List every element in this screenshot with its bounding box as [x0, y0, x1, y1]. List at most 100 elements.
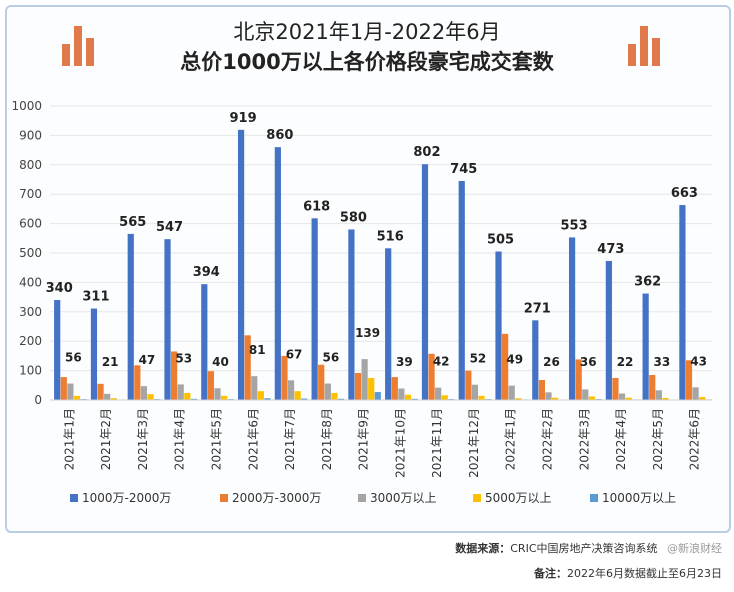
- bar-series-5: [301, 398, 308, 400]
- bar-series-3: [508, 385, 515, 400]
- x-tick-label: 2022年3月: [577, 408, 591, 470]
- bar-series-1: [495, 251, 502, 400]
- note-text: 2022年6月数据截止至6月23日: [567, 567, 722, 580]
- bar-series-3: [177, 384, 184, 400]
- data-label-series-1: 547: [156, 220, 183, 235]
- bar-series-2: [97, 383, 104, 400]
- bar-series-2: [318, 364, 325, 400]
- bar-series-4: [588, 396, 595, 400]
- data-label-series-3: 33: [653, 355, 670, 369]
- bar-series-3: [545, 392, 552, 400]
- bar-series-1: [164, 239, 171, 400]
- legend-label: 3000万以上: [370, 491, 437, 505]
- bar-series-2: [207, 371, 214, 400]
- data-label-series-3: 53: [175, 351, 192, 365]
- data-label-series-1: 362: [634, 275, 661, 290]
- bar-series-1: [679, 205, 686, 400]
- x-tick-label: 2021年3月: [136, 408, 150, 470]
- x-tick-label: 2021年12月: [467, 408, 481, 478]
- bar-series-4: [331, 392, 338, 400]
- data-label-series-3: 47: [139, 353, 156, 367]
- bar-series-1: [385, 248, 392, 400]
- bar-chart-deco-icon-right: [628, 26, 660, 66]
- legend-swatch: [70, 494, 78, 502]
- data-label-series-1: 311: [82, 290, 109, 305]
- data-label-series-3: 139: [355, 326, 380, 340]
- chart-title-line2: 总价1000万以上各价格段豪宅成交套数: [180, 50, 554, 74]
- bar-series-2: [502, 333, 509, 400]
- bar-series-1: [127, 233, 134, 400]
- data-label-series-3: 40: [212, 355, 229, 369]
- bar-series-3: [251, 376, 258, 400]
- bar-series-3: [104, 393, 111, 400]
- data-label-series-1: 394: [193, 265, 220, 280]
- x-tick-label: 2021年2月: [99, 408, 113, 470]
- source-label: 数据来源：: [455, 542, 511, 555]
- bar-series-4: [699, 397, 706, 400]
- note-label: 备注：: [534, 567, 567, 580]
- bar-series-2: [171, 351, 178, 400]
- bar-series-1: [568, 237, 576, 400]
- bar-series-4: [368, 377, 375, 400]
- bar-series-1: [421, 164, 429, 400]
- bar-series-1: [90, 308, 98, 400]
- x-tick-label: 2021年7月: [283, 408, 297, 470]
- data-label-series-1: 580: [340, 210, 367, 225]
- x-tick-label: 2022年1月: [504, 408, 518, 470]
- bar-series-1: [237, 129, 245, 400]
- bar-series-5: [264, 398, 271, 400]
- bar-series-2: [575, 359, 582, 400]
- y-tick-label: 400: [19, 275, 42, 289]
- bar-series-1: [642, 293, 649, 400]
- bar-series-4: [257, 391, 264, 400]
- data-label-series-1: 860: [266, 128, 293, 143]
- bar-series-2: [465, 370, 472, 400]
- data-label-series-3: 42: [433, 355, 450, 369]
- bar-series-4: [552, 397, 559, 400]
- bar-chart-deco-icon-left: [62, 26, 94, 66]
- legend-swatch: [358, 494, 366, 502]
- bar-series-2: [649, 375, 656, 400]
- bar-series-4: [73, 395, 81, 400]
- bar-series-2: [354, 372, 362, 400]
- bar-series-3: [140, 386, 148, 400]
- bar-series-1: [348, 229, 355, 400]
- bar-series-3: [67, 383, 74, 400]
- data-label-series-1: 505: [487, 233, 514, 248]
- legend-swatch: [590, 494, 598, 502]
- x-tick-label: 2021年5月: [210, 408, 224, 470]
- bar-series-1: [605, 260, 612, 400]
- data-label-series-3: 56: [65, 351, 82, 365]
- data-label-series-3: 52: [470, 352, 487, 366]
- data-label-series-1: 802: [413, 145, 440, 160]
- bar-series-3: [361, 359, 368, 400]
- data-label-series-1: 516: [377, 229, 404, 244]
- bar-series-4: [221, 395, 228, 400]
- bar-series-2: [685, 360, 693, 400]
- bar-series-4: [662, 397, 669, 400]
- x-tick-label: 2021年4月: [173, 408, 187, 470]
- data-label-series-1: 340: [46, 281, 73, 296]
- bar-series-1: [201, 284, 208, 400]
- data-label-series-1: 745: [450, 162, 477, 177]
- bar-series-2: [428, 353, 435, 400]
- legend-label: 10000万以上: [602, 491, 676, 505]
- y-tick-label: 600: [19, 217, 42, 231]
- x-tick-label: 2021年11月: [430, 408, 444, 478]
- data-label-series-1: 919: [230, 111, 257, 126]
- y-tick-label: 300: [19, 305, 42, 319]
- y-tick-label: 900: [19, 128, 42, 142]
- x-tick-label: 2021年9月: [357, 408, 371, 470]
- bar-series-2: [134, 365, 141, 400]
- y-tick-label: 500: [19, 246, 42, 260]
- x-tick-label: 2022年2月: [541, 408, 555, 470]
- bar-series-4: [625, 397, 632, 400]
- data-label-series-3: 22: [617, 355, 634, 369]
- legend-label: 5000万以上: [485, 491, 552, 505]
- bar-series-3: [435, 387, 442, 400]
- data-label-series-3: 67: [286, 347, 303, 361]
- data-label-series-3: 49: [506, 353, 523, 367]
- bar-series-4: [184, 392, 191, 400]
- bar-series-4: [404, 394, 412, 400]
- bar-series-2: [281, 355, 288, 400]
